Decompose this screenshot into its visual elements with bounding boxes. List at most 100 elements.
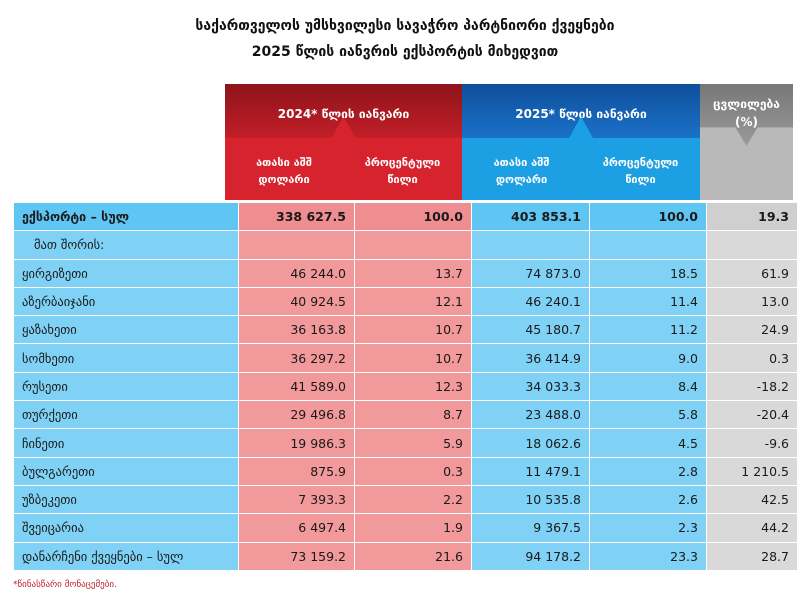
- change-percent: 19.3: [706, 201, 798, 232]
- value-2025: 9 367.5: [471, 513, 590, 543]
- footnote: *წინასწარი მონაცემები.: [13, 580, 117, 590]
- table-row: ექსპორტი – სულ 338 627.5 100.0 403 853.1 100…: [13, 201, 798, 232]
- header-2024: 2024* წლის იანვარი ათასი აშშ დოლარი პროცე…: [225, 84, 462, 200]
- value-2025: 18 062.6: [471, 428, 590, 458]
- value-2024: 29 496.8: [238, 400, 355, 430]
- share-2024: [354, 230, 472, 260]
- share-2025: 5.8: [589, 400, 707, 430]
- value-2024: 338 627.5: [238, 201, 355, 232]
- share-2024: 12.3: [354, 371, 472, 402]
- table-row: რუსეთი 41 589.0 12.3 34 033.3 8.4 -18.2: [13, 371, 798, 402]
- share-2025: 18.5: [589, 258, 707, 288]
- header-change: ცვლილება (%): [700, 84, 793, 200]
- country-name: რუსეთი: [13, 371, 239, 402]
- change-percent: 44.2: [706, 513, 798, 543]
- share-2025: 23.3: [589, 541, 707, 571]
- table-row: ყაზახეთი 36 163.8 10.7 45 180.7 11.2 24.9: [13, 315, 798, 345]
- value-2025: 36 414.9: [471, 343, 590, 373]
- share-2024: 0.3: [354, 456, 472, 486]
- share-2025: 8.4: [589, 371, 707, 402]
- header-change-label: ცვლილება: [713, 97, 780, 111]
- value-2024: 73 159.2: [238, 541, 355, 571]
- share-2024: 10.7: [354, 343, 472, 373]
- share-2024: 100.0: [354, 201, 472, 232]
- table-row: ყირგიზეთი 46 244.0 13.7 74 873.0 18.5 61.9: [13, 258, 798, 288]
- share-2025: [589, 230, 707, 260]
- share-2025: 9.0: [589, 343, 707, 373]
- share-2024: 2.2: [354, 484, 472, 515]
- table-row: შვეიცარია 6 497.4 1.9 9 367.5 2.3 44.2: [13, 513, 798, 543]
- country-name: თურქეთი: [13, 400, 239, 430]
- value-2025: [471, 230, 590, 260]
- share-2025: 2.6: [589, 484, 707, 515]
- country-name: შვეიცარია: [13, 513, 239, 543]
- header-2025-percent-share: პროცენტული წილი: [602, 156, 679, 186]
- value-2024: 19 986.3: [238, 428, 355, 458]
- page-subtitle: 2025 წლის იანვრის ექსპორტის მიხედვით: [251, 44, 559, 60]
- value-2024: 36 297.2: [238, 343, 355, 373]
- value-2025: 46 240.1: [471, 286, 590, 317]
- value-2025: 23 488.0: [471, 400, 590, 430]
- share-2024: 8.7: [354, 400, 472, 430]
- value-2025: 94 178.2: [471, 541, 590, 571]
- country-name: დანარჩენი ქვეყნები – სულ: [13, 541, 239, 571]
- header-change-unit: (%): [735, 115, 758, 129]
- change-percent: -9.6: [706, 428, 798, 458]
- value-2025: 34 033.3: [471, 371, 590, 402]
- change-percent: 61.9: [706, 258, 798, 288]
- table-row: სომხეთი 36 297.2 10.7 36 414.9 9.0 0.3: [13, 343, 798, 373]
- country-name: მათ შორის:: [13, 230, 239, 260]
- country-name: ექსპორტი – სულ: [13, 201, 239, 232]
- table-row: ბულგარეთი 875.9 0.3 11 479.1 2.8 1 210.5: [13, 456, 798, 486]
- share-2025: 11.2: [589, 315, 707, 345]
- change-percent: 1 210.5: [706, 456, 798, 486]
- share-2024: 21.6: [354, 541, 472, 571]
- country-name: ყაზახეთი: [13, 315, 239, 345]
- change-percent: 42.5: [706, 484, 798, 515]
- value-2025: 74 873.0: [471, 258, 590, 288]
- header-2024-label: 2024* წლის იანვარი: [277, 107, 410, 121]
- table-row: ჩინეთი 19 986.3 5.9 18 062.6 4.5 -9.6: [13, 428, 798, 458]
- share-2025: 11.4: [589, 286, 707, 317]
- share-2024: 13.7: [354, 258, 472, 288]
- export-table: ექსპორტი – სულ 338 627.5 100.0 403 853.1 100…: [13, 201, 798, 571]
- value-2024: 41 589.0: [238, 371, 355, 402]
- value-2024: 875.9: [238, 456, 355, 486]
- share-2024: 5.9: [354, 428, 472, 458]
- share-2024: 1.9: [354, 513, 472, 543]
- share-2025: 2.8: [589, 456, 707, 486]
- value-2025: 45 180.7: [471, 315, 590, 345]
- value-2024: 6 497.4: [238, 513, 355, 543]
- share-2024: 12.1: [354, 286, 472, 317]
- header-2025: 2025* წლის იანვარი ათასი აშშ დოლარი პროცე…: [462, 84, 700, 200]
- value-2024: [238, 230, 355, 260]
- table-row: აზერბაიჯანი 40 924.5 12.1 46 240.1 11.4 13.0: [13, 286, 798, 317]
- value-2024: 7 393.3: [238, 484, 355, 515]
- change-percent: 24.9: [706, 315, 798, 345]
- share-2025: 4.5: [589, 428, 707, 458]
- value-2025: 403 853.1: [471, 201, 590, 232]
- country-name: ბულგარეთი: [13, 456, 239, 486]
- header-2024-percent-share: პროცენტული წილი: [364, 156, 441, 186]
- value-2024: 40 924.5: [238, 286, 355, 317]
- country-name: ჩინეთი: [13, 428, 239, 458]
- table-row: უზბეკეთი 7 393.3 2.2 10 535.8 2.6 42.5: [13, 484, 798, 515]
- change-percent: 13.0: [706, 286, 798, 317]
- change-percent: [706, 230, 798, 260]
- change-percent: 0.3: [706, 343, 798, 373]
- change-percent: -20.4: [706, 400, 798, 430]
- share-2025: 100.0: [589, 201, 707, 232]
- header-2025-label: 2025* წლის იანვარი: [515, 107, 647, 121]
- country-name: ყირგიზეთი: [13, 258, 239, 288]
- value-2024: 36 163.8: [238, 315, 355, 345]
- share-2025: 2.3: [589, 513, 707, 543]
- country-name: უზბეკეთი: [13, 484, 239, 515]
- change-percent: 28.7: [706, 541, 798, 571]
- page-title: საქართველოს უმსხვილესი სავაჭრო პარტნიორი…: [195, 18, 615, 34]
- header-2025-thousand-usd: ათასი აშშ დოლარი: [493, 156, 550, 186]
- country-name: აზერბაიჯანი: [13, 286, 239, 317]
- change-percent: -18.2: [706, 371, 798, 402]
- header-2024-thousand-usd: ათასი აშშ დოლარი: [256, 156, 312, 186]
- table-row: დანარჩენი ქვეყნები – სულ 73 159.2 21.6 94 1…: [13, 541, 798, 571]
- value-2024: 46 244.0: [238, 258, 355, 288]
